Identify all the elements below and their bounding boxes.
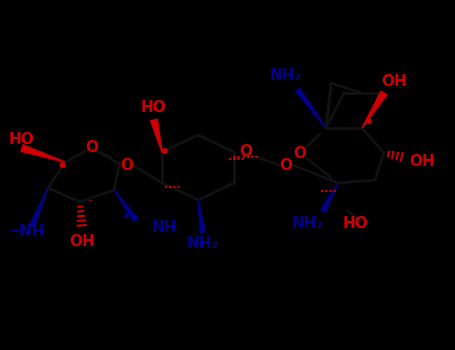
Text: ‥‥: ‥‥ — [228, 149, 244, 162]
Text: NH₂: NH₂ — [187, 237, 219, 252]
Text: ″: ″ — [87, 200, 92, 210]
Text: O: O — [279, 158, 293, 173]
Text: OH: OH — [381, 74, 407, 89]
Polygon shape — [362, 91, 387, 128]
Text: ●: ● — [364, 116, 372, 125]
Text: ‥: ‥ — [310, 105, 318, 115]
Text: NH₂: NH₂ — [270, 69, 302, 84]
Text: ●: ● — [58, 160, 66, 168]
Text: HO: HO — [343, 216, 369, 231]
Text: O: O — [121, 158, 133, 173]
Text: OH: OH — [69, 234, 95, 250]
Text: NH: NH — [152, 220, 177, 236]
Polygon shape — [151, 119, 162, 152]
Text: NH₂: NH₂ — [292, 216, 324, 231]
Text: ‥: ‥ — [232, 147, 240, 161]
Text: ●: ● — [160, 146, 167, 154]
Polygon shape — [198, 200, 206, 232]
Text: ‥‥: ‥‥ — [242, 148, 258, 161]
Text: OH: OH — [409, 154, 435, 168]
Polygon shape — [114, 190, 138, 222]
Text: O: O — [293, 146, 307, 161]
Text: HO: HO — [141, 100, 167, 116]
Text: ‥‥: ‥‥ — [164, 178, 180, 191]
Polygon shape — [21, 145, 65, 162]
Text: ‥‥: ‥‥ — [319, 182, 336, 195]
Polygon shape — [321, 183, 338, 212]
Polygon shape — [296, 89, 326, 128]
Text: ‥: ‥ — [386, 145, 394, 155]
Polygon shape — [30, 188, 48, 227]
Text: ▲: ▲ — [123, 210, 129, 219]
Text: ─NH: ─NH — [10, 224, 45, 239]
Text: O: O — [86, 140, 98, 155]
Text: O: O — [239, 145, 253, 160]
Text: HO: HO — [9, 133, 35, 147]
